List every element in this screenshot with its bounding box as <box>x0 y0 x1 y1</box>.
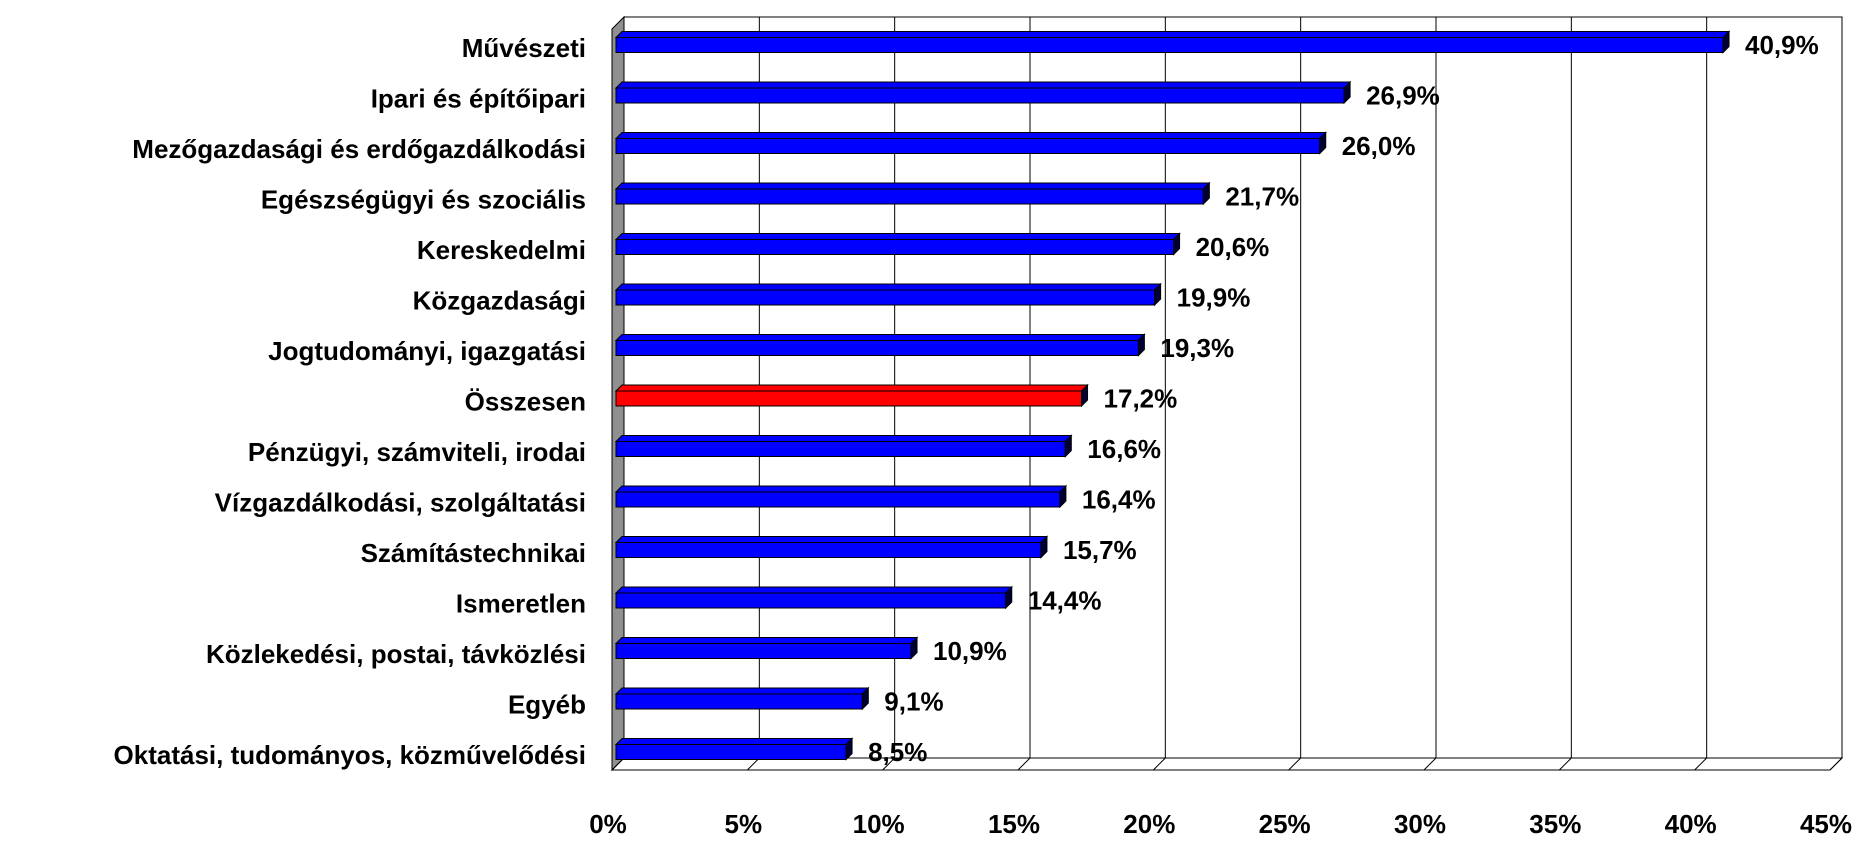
value-label: 14,4% <box>1028 585 1102 615</box>
y-tick-label: Ipari és építőipari <box>371 83 586 113</box>
bar-side <box>1081 383 1089 408</box>
bar-side <box>1173 232 1181 256</box>
bar-top <box>614 334 1146 341</box>
bar-top <box>614 485 1068 493</box>
x-tick-label: 25% <box>1259 809 1311 839</box>
x-tick-label: 15% <box>988 809 1040 839</box>
value-label: 16,4% <box>1082 484 1156 514</box>
x-tick-label: 40% <box>1665 809 1717 839</box>
bar <box>615 289 1156 306</box>
bar-top <box>614 132 1327 139</box>
y-tick-label: Pénzügyi, számviteli, irodai <box>248 437 586 467</box>
bar <box>615 390 1083 407</box>
value-label: 17,2% <box>1104 383 1178 413</box>
bar-side <box>1040 535 1048 559</box>
bar-top <box>614 586 1013 594</box>
bar <box>615 542 1042 558</box>
bar-top <box>614 687 870 695</box>
bar <box>615 239 1175 255</box>
y-tick-label: Oktatási, tudományos, közművelődési <box>114 740 586 770</box>
value-label: 20,6% <box>1196 232 1270 262</box>
y-tick-label: Kereskedelmi <box>417 235 586 265</box>
bar-side <box>1137 333 1145 357</box>
bar <box>615 643 912 659</box>
bar <box>615 441 1066 457</box>
grid-line <box>1288 757 1302 771</box>
bar-side <box>1319 131 1327 155</box>
bar <box>615 744 847 760</box>
bar-top <box>614 435 1073 442</box>
y-tick-label: Egészségügyi és szociális <box>261 184 586 214</box>
value-label: 15,7% <box>1063 535 1137 565</box>
bar-top <box>614 31 1731 38</box>
bar <box>615 188 1204 205</box>
bar-side <box>1722 30 1730 54</box>
bar <box>615 693 863 710</box>
value-label: 40,9% <box>1745 30 1819 60</box>
value-label: 16,6% <box>1087 434 1161 464</box>
value-label: 26,0% <box>1342 131 1416 161</box>
x-tick-label: 10% <box>853 809 905 839</box>
x-tick-label: 30% <box>1394 809 1446 839</box>
y-tick-label: Mezőgazdasági és erdőgazdálkodási <box>132 134 586 164</box>
grid-line <box>1423 757 1437 771</box>
bar <box>615 592 1007 609</box>
bar <box>615 87 1345 104</box>
bar-top <box>614 536 1049 543</box>
x-tick-label: 45% <box>1800 809 1852 839</box>
bar <box>615 138 1321 154</box>
y-tick-label: Számítástechnikai <box>361 538 586 568</box>
value-label: 19,9% <box>1177 282 1251 312</box>
y-tick-label: Közgazdasági <box>413 285 586 315</box>
bar-side <box>861 686 869 711</box>
bar <box>615 340 1139 356</box>
bar-side <box>1154 282 1162 307</box>
bar-side <box>910 636 918 660</box>
bar-top <box>614 283 1162 291</box>
value-label: 21,7% <box>1225 181 1299 211</box>
bar-top <box>614 182 1211 190</box>
bar-side <box>1343 80 1351 105</box>
grid-line <box>1558 757 1572 771</box>
value-label: 26,9% <box>1366 80 1440 110</box>
value-label: 8,5% <box>868 737 927 767</box>
x-tick-label: 20% <box>1123 809 1175 839</box>
grid-line <box>1829 757 1843 771</box>
value-label: 9,1% <box>884 686 943 716</box>
bar-side <box>845 737 853 761</box>
bar-top <box>614 233 1181 240</box>
x-tick-label: 5% <box>725 809 763 839</box>
value-label: 19,3% <box>1160 333 1234 363</box>
grid-line <box>1152 757 1166 771</box>
y-tick-label: Ismeretlen <box>456 588 586 618</box>
bar-top <box>614 384 1089 392</box>
y-tick-label: Összesen <box>465 386 586 416</box>
grid-line <box>882 757 896 771</box>
value-label: 10,9% <box>933 636 1007 666</box>
x-tick-label: 35% <box>1529 809 1581 839</box>
bar-top <box>614 738 854 745</box>
grid-line <box>1017 757 1031 771</box>
y-tick-label: Vízgazdálkodási, szolgáltatási <box>215 487 586 517</box>
y-tick-label: Művészeti <box>462 33 586 63</box>
bar <box>615 37 1724 53</box>
x-tick-label: 0% <box>589 809 627 839</box>
y-tick-label: Egyéb <box>508 689 586 719</box>
bar-side <box>1202 181 1210 206</box>
bar-side <box>1005 585 1013 610</box>
bar <box>615 491 1061 508</box>
bar-top <box>614 81 1352 89</box>
bar-side <box>1059 484 1067 509</box>
bar-top <box>614 637 919 644</box>
grid-line <box>1694 757 1708 771</box>
y-tick-label: Jogtudományi, igazgatási <box>268 336 586 366</box>
y-tick-label: Közlekedési, postai, távközlési <box>206 639 586 669</box>
bar-side <box>1064 434 1072 458</box>
